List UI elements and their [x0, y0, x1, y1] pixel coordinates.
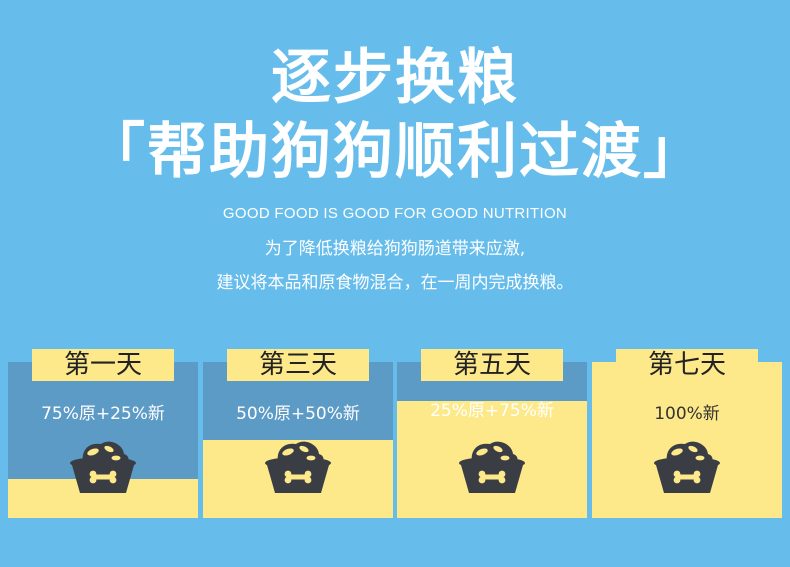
tagline: GOOD FOOD IS GOOD FOR GOOD NUTRITION [222, 205, 568, 222]
dog-food-bowl-icon [265, 441, 331, 493]
day-label-day7: 第七天 [616, 349, 758, 381]
title-line1: 逐步换粮 [271, 43, 519, 113]
description-line1: 为了降低换粮给狗狗肠道带来应激, [264, 239, 526, 259]
mix-ratio: 25%原+75%新 [430, 401, 554, 421]
dog-food-bowl-icon [70, 441, 136, 493]
mix-ratio: 50%原+50%新 [236, 404, 360, 424]
schedule-card-day5: 25%原+75%新 [397, 362, 587, 518]
schedule-card-day1: 75%原+25%新 [8, 362, 198, 518]
title-line2: 「帮助狗狗顺利过渡」 [85, 117, 705, 187]
dog-food-bowl-icon [654, 441, 720, 493]
dog-food-bowl-icon [459, 441, 525, 493]
day-label-day5: 第五天 [421, 349, 563, 381]
day-label-day1: 第一天 [32, 349, 174, 381]
description-line2: 建议将本品和原食物混合，在一周内完成换粮。 [216, 273, 574, 293]
day-label-day3: 第三天 [227, 349, 369, 381]
schedule-card-day3: 50%原+50%新 [203, 362, 393, 518]
schedule-card-day7: 100%新 [592, 362, 782, 518]
mix-ratio: 75%原+25%新 [41, 404, 165, 424]
mix-ratio: 100%新 [654, 404, 720, 424]
